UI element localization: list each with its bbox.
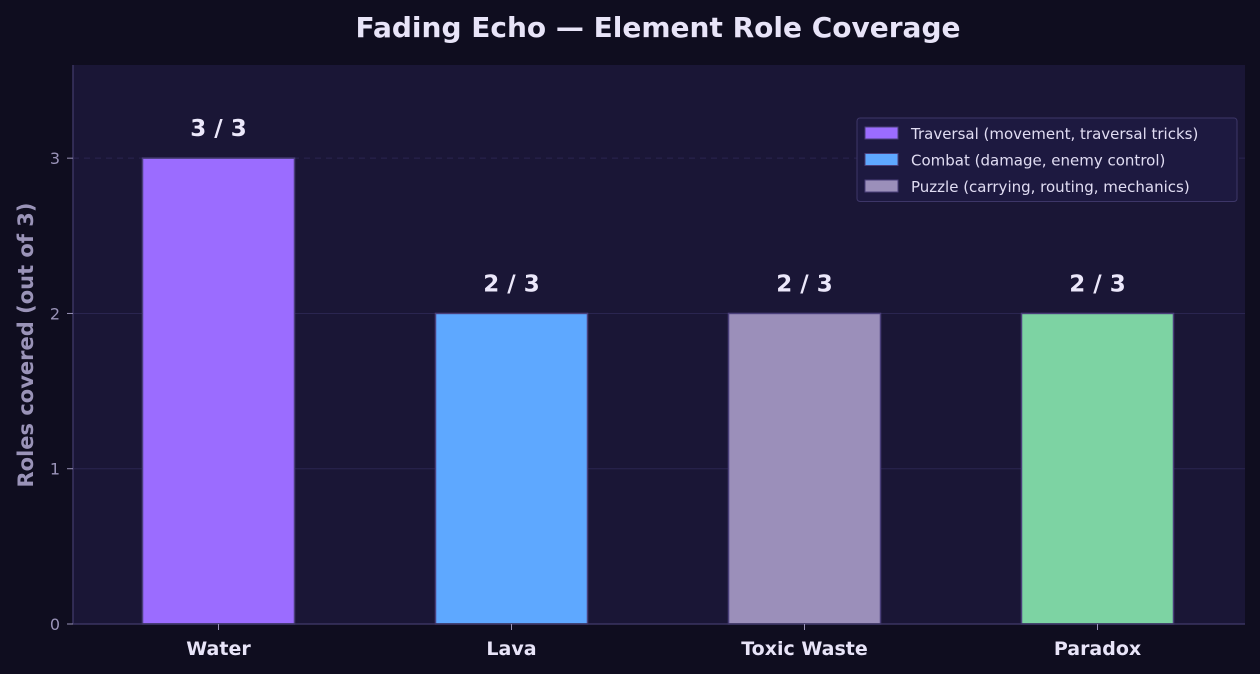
chart-title: Fading Echo — Element Role Coverage (356, 11, 961, 44)
legend-box (856, 117, 1238, 202)
bar-paradox (1020, 312, 1175, 625)
bar-value-label: 2 / 3 (483, 271, 539, 297)
legend-entry-label: Traversal (movement, traversal tricks) (910, 125, 1198, 143)
y-tick-label: 0 (50, 615, 60, 634)
bars (141, 157, 1175, 625)
y-axis-label: Roles covered (out of 3) (14, 202, 38, 487)
bar-value-label: 2 / 3 (1069, 271, 1125, 297)
x-tick-label: Lava (486, 638, 536, 660)
bar-water (141, 157, 296, 625)
bar-labels: 3 / 3 2 / 3 2 / 3 2 / 3 (190, 116, 1125, 297)
legend-swatch (864, 126, 899, 140)
legend-entry-label: Puzzle (carrying, routing, mechanics) (911, 178, 1190, 196)
y-ticks: 0 1 2 3 (50, 149, 73, 634)
y-tick-label: 3 (50, 149, 60, 168)
legend-swatch (864, 179, 899, 193)
legend-entry-label: Combat (damage, enemy control) (911, 152, 1165, 170)
x-tick-label: Toxic Waste (741, 638, 868, 660)
bar-value-label: 3 / 3 (190, 116, 246, 142)
y-tick-label: 1 (50, 460, 60, 479)
bar-toxic-waste (727, 312, 882, 625)
bar-lava (434, 312, 589, 625)
legend: Traversal (movement, traversal tricks) Co… (856, 117, 1238, 202)
bar-value-label: 2 / 3 (776, 271, 832, 297)
x-tick-label: Paradox (1054, 638, 1141, 660)
x-tick-label: Water (186, 638, 251, 660)
legend-swatch (864, 153, 899, 166)
x-ticks: Water Lava Toxic Waste Paradox (186, 624, 1141, 660)
y-tick-label: 2 (50, 304, 60, 323)
